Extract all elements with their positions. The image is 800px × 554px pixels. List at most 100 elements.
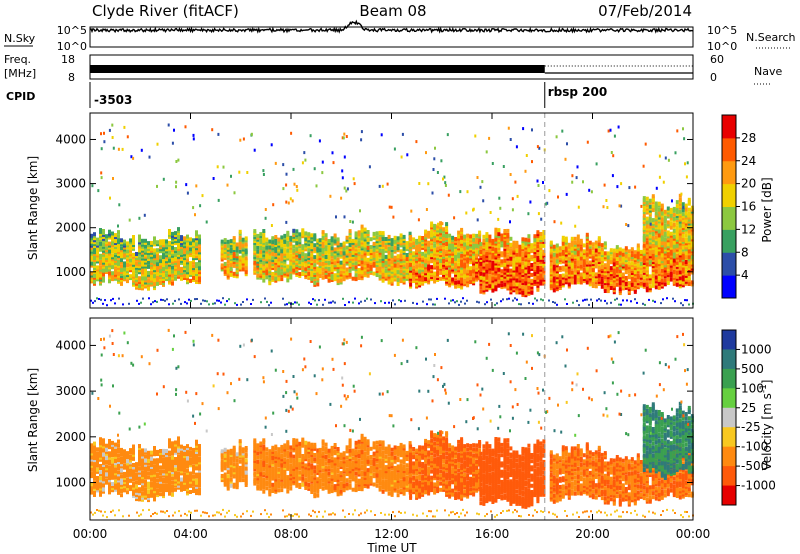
power-cell: [335, 215, 337, 219]
power-cell: [399, 269, 403, 274]
power-cell: [384, 268, 388, 273]
power-cell: [418, 257, 422, 262]
power-cell: [454, 280, 458, 285]
power-cell: [308, 301, 310, 304]
power-cell: [238, 255, 242, 260]
power-cell: [442, 233, 446, 238]
power-cell: [678, 262, 682, 267]
power-cell: [120, 268, 123, 272]
power-cell: [265, 275, 269, 280]
power-cell: [218, 299, 220, 302]
power-cell: [226, 259, 230, 264]
power-cell: [195, 230, 198, 235]
power-cell: [112, 177, 114, 180]
power-cell: [603, 251, 607, 256]
power-cell: [579, 272, 583, 277]
power-cell: [566, 142, 568, 146]
power-cell: [321, 257, 325, 262]
power-cell: [613, 134, 616, 138]
power-cell: [223, 262, 227, 266]
power-cell: [316, 266, 320, 271]
power-cell: [645, 286, 649, 291]
power-cell: [651, 243, 655, 248]
power-cell: [669, 231, 673, 236]
power-cell: [684, 251, 688, 256]
power-cell: [333, 239, 337, 244]
power-cell: [90, 299, 92, 302]
power-cell: [681, 202, 685, 207]
power-cell: [530, 255, 534, 260]
power-cell: [396, 246, 400, 251]
power-cell: [402, 234, 406, 239]
power-cell: [108, 128, 111, 132]
power-cell: [630, 253, 634, 258]
power-cell: [466, 269, 470, 274]
power-cell: [270, 143, 273, 147]
velocity-cell: [117, 476, 120, 481]
velocity-cell: [111, 440, 114, 445]
power-cell: [244, 248, 248, 253]
power-cell: [479, 242, 483, 247]
power-cell: [277, 267, 281, 272]
power-cell: [329, 194, 332, 198]
power-cell: [310, 303, 312, 305]
velocity-cell: [111, 459, 114, 464]
power-cell: [434, 146, 436, 150]
power-cell: [402, 254, 406, 259]
power-cell: [439, 270, 443, 275]
power-cell: [339, 270, 343, 275]
power-cell: [256, 253, 260, 258]
power-cell: [392, 299, 394, 302]
power-cell: [573, 264, 577, 269]
power-cell: [427, 182, 430, 186]
velocity-cell: [102, 438, 105, 443]
power-cell: [518, 303, 520, 306]
power-cell: [451, 257, 455, 262]
power-cell: [684, 299, 686, 302]
power-cell: [321, 271, 325, 276]
power-cell: [490, 298, 492, 301]
power-cell: [286, 240, 290, 245]
power-cell: [334, 301, 336, 304]
velocity-cell: [108, 453, 111, 458]
power-cell: [242, 301, 244, 303]
power-cell: [615, 245, 619, 250]
power-cell: [174, 257, 177, 261]
power-cell: [579, 238, 583, 243]
power-cell: [129, 274, 132, 279]
power-cell: [684, 269, 688, 274]
power-cell: [171, 245, 174, 250]
power-cell: [485, 273, 489, 278]
power-cell: [591, 242, 595, 247]
power-cell: [651, 280, 655, 284]
power-cell: [135, 273, 138, 278]
power-cell: [412, 241, 416, 246]
power-cell: [153, 236, 156, 241]
power-cell: [188, 298, 190, 301]
power-cell: [174, 247, 177, 251]
power-cell: [555, 135, 558, 139]
power-cell: [642, 243, 646, 248]
power-cell: [675, 221, 679, 226]
power-cell: [96, 241, 99, 246]
power-cell: [90, 271, 93, 276]
power-cell: [399, 277, 403, 282]
power-cell: [645, 254, 649, 259]
power-cell: [567, 242, 571, 247]
power-cell: [106, 304, 108, 307]
power-cell: [252, 298, 254, 301]
power-cell: [667, 158, 670, 162]
power-cell: [527, 238, 531, 243]
power-cell: [321, 275, 325, 280]
power-cell: [466, 263, 470, 268]
power-cell: [533, 234, 537, 239]
power-cell: [396, 254, 400, 259]
power-cell: [672, 234, 676, 239]
power-cell: [330, 246, 334, 251]
power-cell: [393, 245, 397, 250]
power-cell: [506, 268, 510, 273]
power-cell: [618, 247, 622, 252]
power-cell: [500, 300, 502, 303]
power-cell: [360, 250, 364, 255]
velocity-cell: [93, 486, 96, 491]
